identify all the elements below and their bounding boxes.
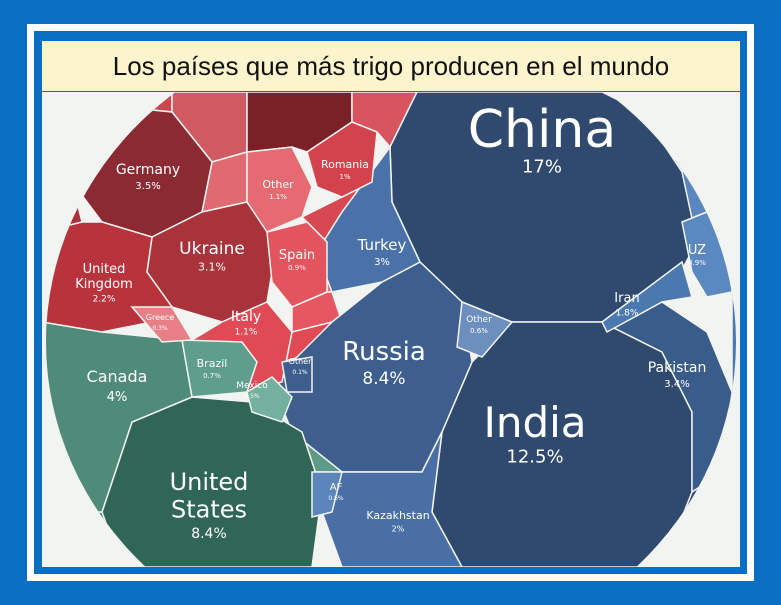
cell-romania [306,121,378,198]
cell-label-af: AF [330,482,343,493]
cell-label-russia: Russia [342,337,426,367]
cell-value-af: 0.6% [328,495,344,502]
cell-value-iran: 1.8% [616,309,639,319]
background-cell [46,130,84,204]
background-cell [731,241,736,393]
cell-value-other: 0.1% [292,369,308,376]
chart-area: China 17% India 12.5% Russia 8.4% United States… [42,92,740,567]
background-cell [351,92,419,149]
cell-value-spain: 0.9% [288,264,306,272]
cell-label-brazil: Brazil [197,357,228,370]
cell-value-pakistan: 3.4% [664,379,689,390]
cell-value-brazil: 0.7% [203,372,221,380]
cell-label-ukraine: Ukraine [179,239,245,259]
cell-label-other: Other [466,315,492,325]
cell-label-other: Other [262,178,294,191]
cell-value-other: 1.1% [269,193,287,201]
cell-value-united-kingdom: 2.2% [93,295,116,305]
title-bar: Los países que más trigo producen en el … [42,41,740,91]
cell-label-uz: UZ [688,243,706,258]
cell-value-germany: 3.5% [135,181,160,192]
cell-label-other: Other [289,357,312,366]
voronoi-chart: China17%India12.5%Russia8.4%UnitedStates… [46,92,736,567]
cell-label-united-states: United [170,468,249,496]
cell-label-greece: Greece [146,313,175,322]
cell-value-turkey: 3% [374,257,390,268]
cell-label-pakistan: Pakistan [648,360,707,376]
cell-brazil [181,339,258,398]
cell-label-china: China [468,100,617,160]
cell-value-india: 12.5% [506,446,563,467]
cell-value-ukraine: 3.1% [198,260,226,273]
cell-kazakhstan [321,431,464,567]
cell-value-russia: 8.4% [362,369,405,389]
cell-mexico [246,376,293,423]
cell-iran [601,260,693,334]
cell-label-spain: Spain [279,248,315,263]
cell-value-uz: 0.9% [688,259,706,267]
cell-other [281,356,313,393]
cell-greece [130,306,194,343]
cell-label-iran: Iran [614,291,639,306]
cell-other [246,146,313,233]
cell-label-germany: Germany [116,162,180,178]
cell-label-mexico: Mexico [236,381,268,391]
cell-label-turkey: Turkey [357,236,407,254]
cell-value-other: 0.6% [470,327,488,335]
cell-label-canada: Canada [87,367,148,386]
cell-spain [266,221,328,308]
cell-label-united-states: States [171,496,247,524]
cell-label-united-kingdom: United [83,262,126,277]
chart-title: Los países que más trigo producen en el … [112,50,670,81]
cell-value-china: 17% [522,156,562,177]
cell-af [311,471,343,518]
cell-label-united-kingdom: Kingdom [75,277,133,292]
cell-value-greece: 0.3% [152,325,168,332]
cell-value-italy: 1.1% [235,328,258,338]
cell-value-romania: 1% [339,173,350,181]
cell-value-mexico: 0.5% [244,393,260,400]
cell-united-kingdom [46,221,174,333]
cell-value-canada: 4% [107,390,128,405]
cell-label-romania: Romania [321,158,369,171]
cell-value-united-states: 8.4% [191,526,227,542]
cell-label-italy: Italy [231,309,261,325]
cell-other [456,300,514,358]
cell-label-india: India [483,398,586,447]
cell-value-kazakhstan: 2% [392,524,405,533]
cell-label-kazakhstan: Kazakhstan [366,509,429,522]
